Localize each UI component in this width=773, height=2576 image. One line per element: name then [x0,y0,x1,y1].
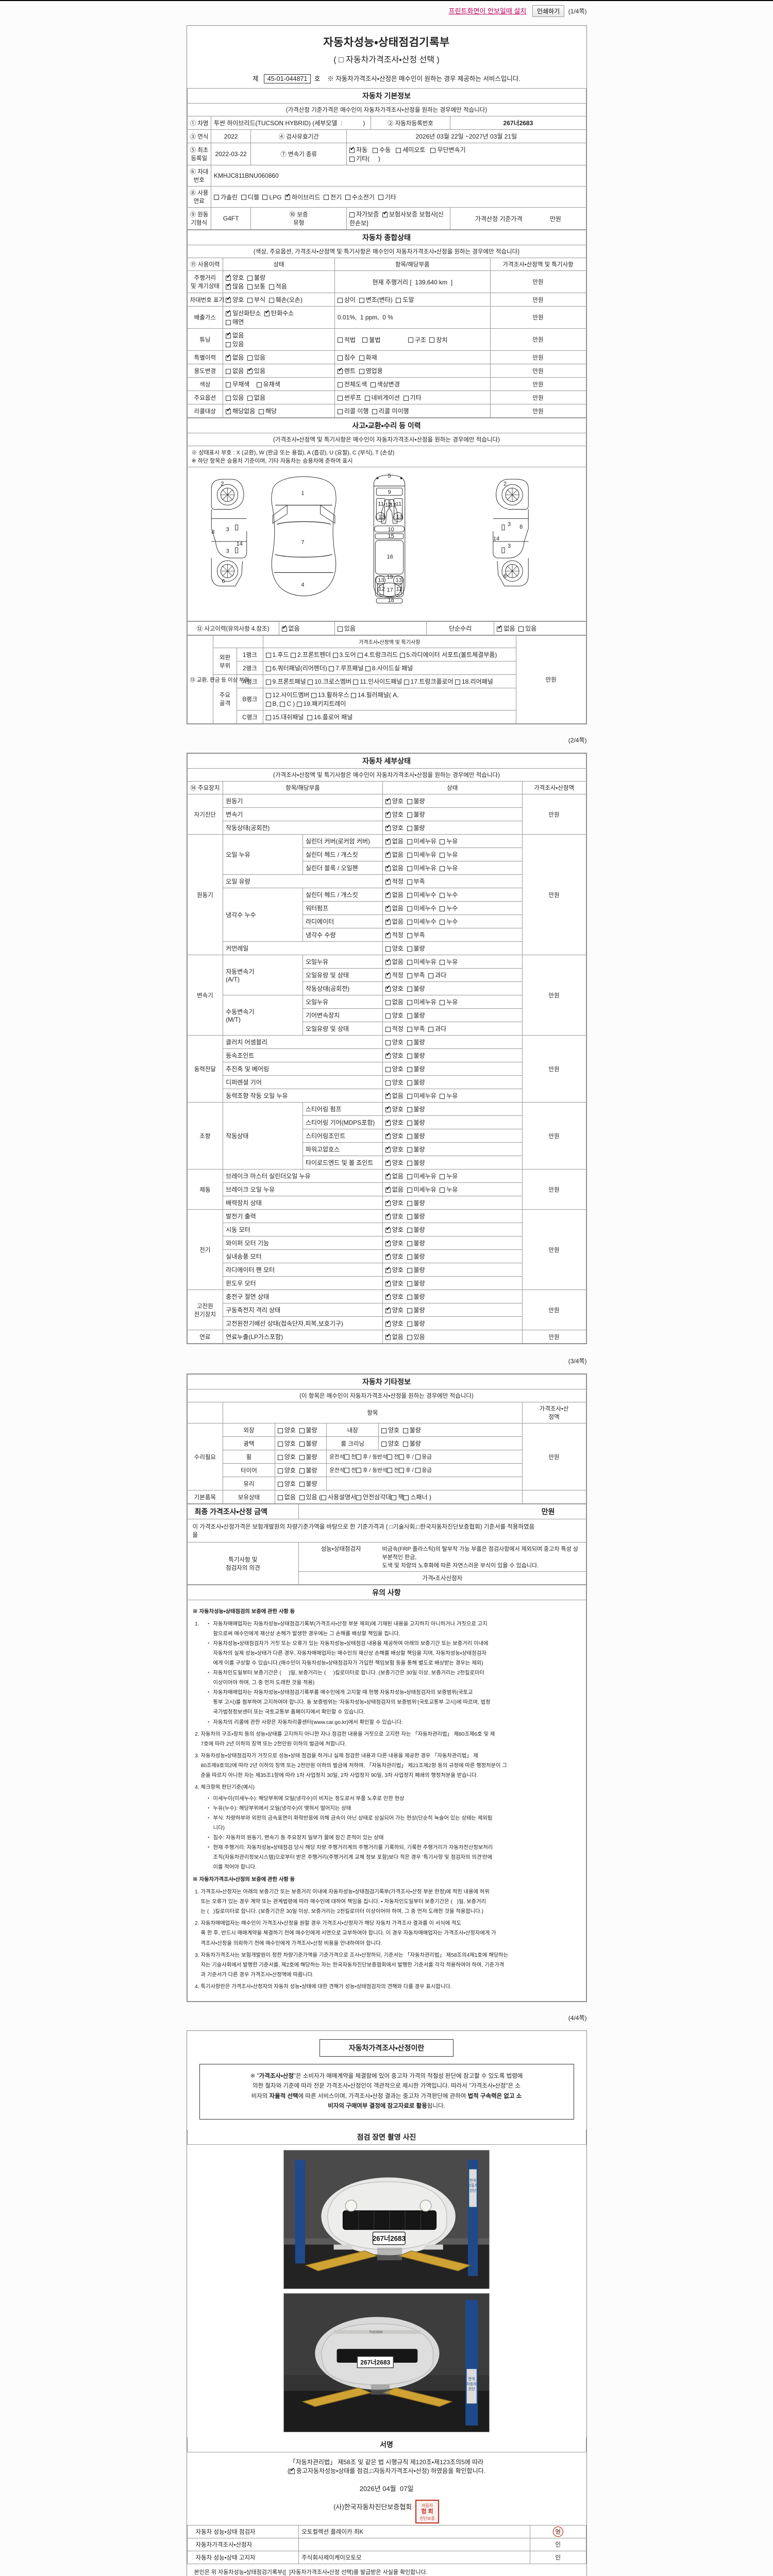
svg-text:3: 3 [226,548,229,554]
svg-text:3: 3 [508,521,511,528]
svg-text:7: 7 [301,539,304,546]
svg-text:17: 17 [386,587,393,594]
svg-text:12: 12 [378,586,384,592]
svg-text:13: 13 [378,514,384,520]
svg-text:6: 6 [503,573,506,579]
svg-text:12: 12 [396,586,402,592]
svg-text:11: 11 [395,501,401,507]
svg-text:5: 5 [388,473,391,479]
svg-text:6: 6 [222,578,225,584]
svg-text:13: 13 [378,577,384,583]
svg-text:9: 9 [388,489,391,495]
svg-text:11: 11 [378,501,383,507]
svg-text:TUCSON: TUCSON [369,2331,382,2334]
svg-text:1: 1 [301,490,304,496]
svg-text:진단: 진단 [469,2188,477,2193]
svg-text:10: 10 [388,527,394,533]
svg-text:자동차: 자동차 [468,2183,478,2188]
svg-text:14: 14 [236,541,242,547]
svg-text:한국: 한국 [469,2178,477,2183]
svg-text:4: 4 [301,582,304,588]
svg-text:자동차: 자동차 [466,2382,477,2386]
svg-text:15: 15 [388,533,394,539]
svg-text:18: 18 [388,598,394,604]
svg-text:267너2683: 267너2683 [373,2234,406,2242]
svg-text:14: 14 [493,536,499,542]
svg-text:최: 최 [557,2530,560,2534]
svg-text:13: 13 [395,577,401,583]
svg-text:12: 12 [390,502,396,509]
svg-text:19: 19 [386,574,393,580]
svg-text:267너2683: 267너2683 [360,2359,390,2366]
svg-text:16: 16 [386,554,393,560]
svg-text:한국: 한국 [468,2377,476,2381]
svg-text:8: 8 [519,524,523,530]
svg-text:진단: 진단 [468,2386,476,2391]
svg-text:3: 3 [226,527,229,533]
svg-text:3: 3 [508,543,511,549]
svg-text:8: 8 [211,529,214,535]
svg-text:2: 2 [221,481,224,487]
svg-text:2: 2 [503,481,506,487]
svg-text:13: 13 [396,514,402,520]
